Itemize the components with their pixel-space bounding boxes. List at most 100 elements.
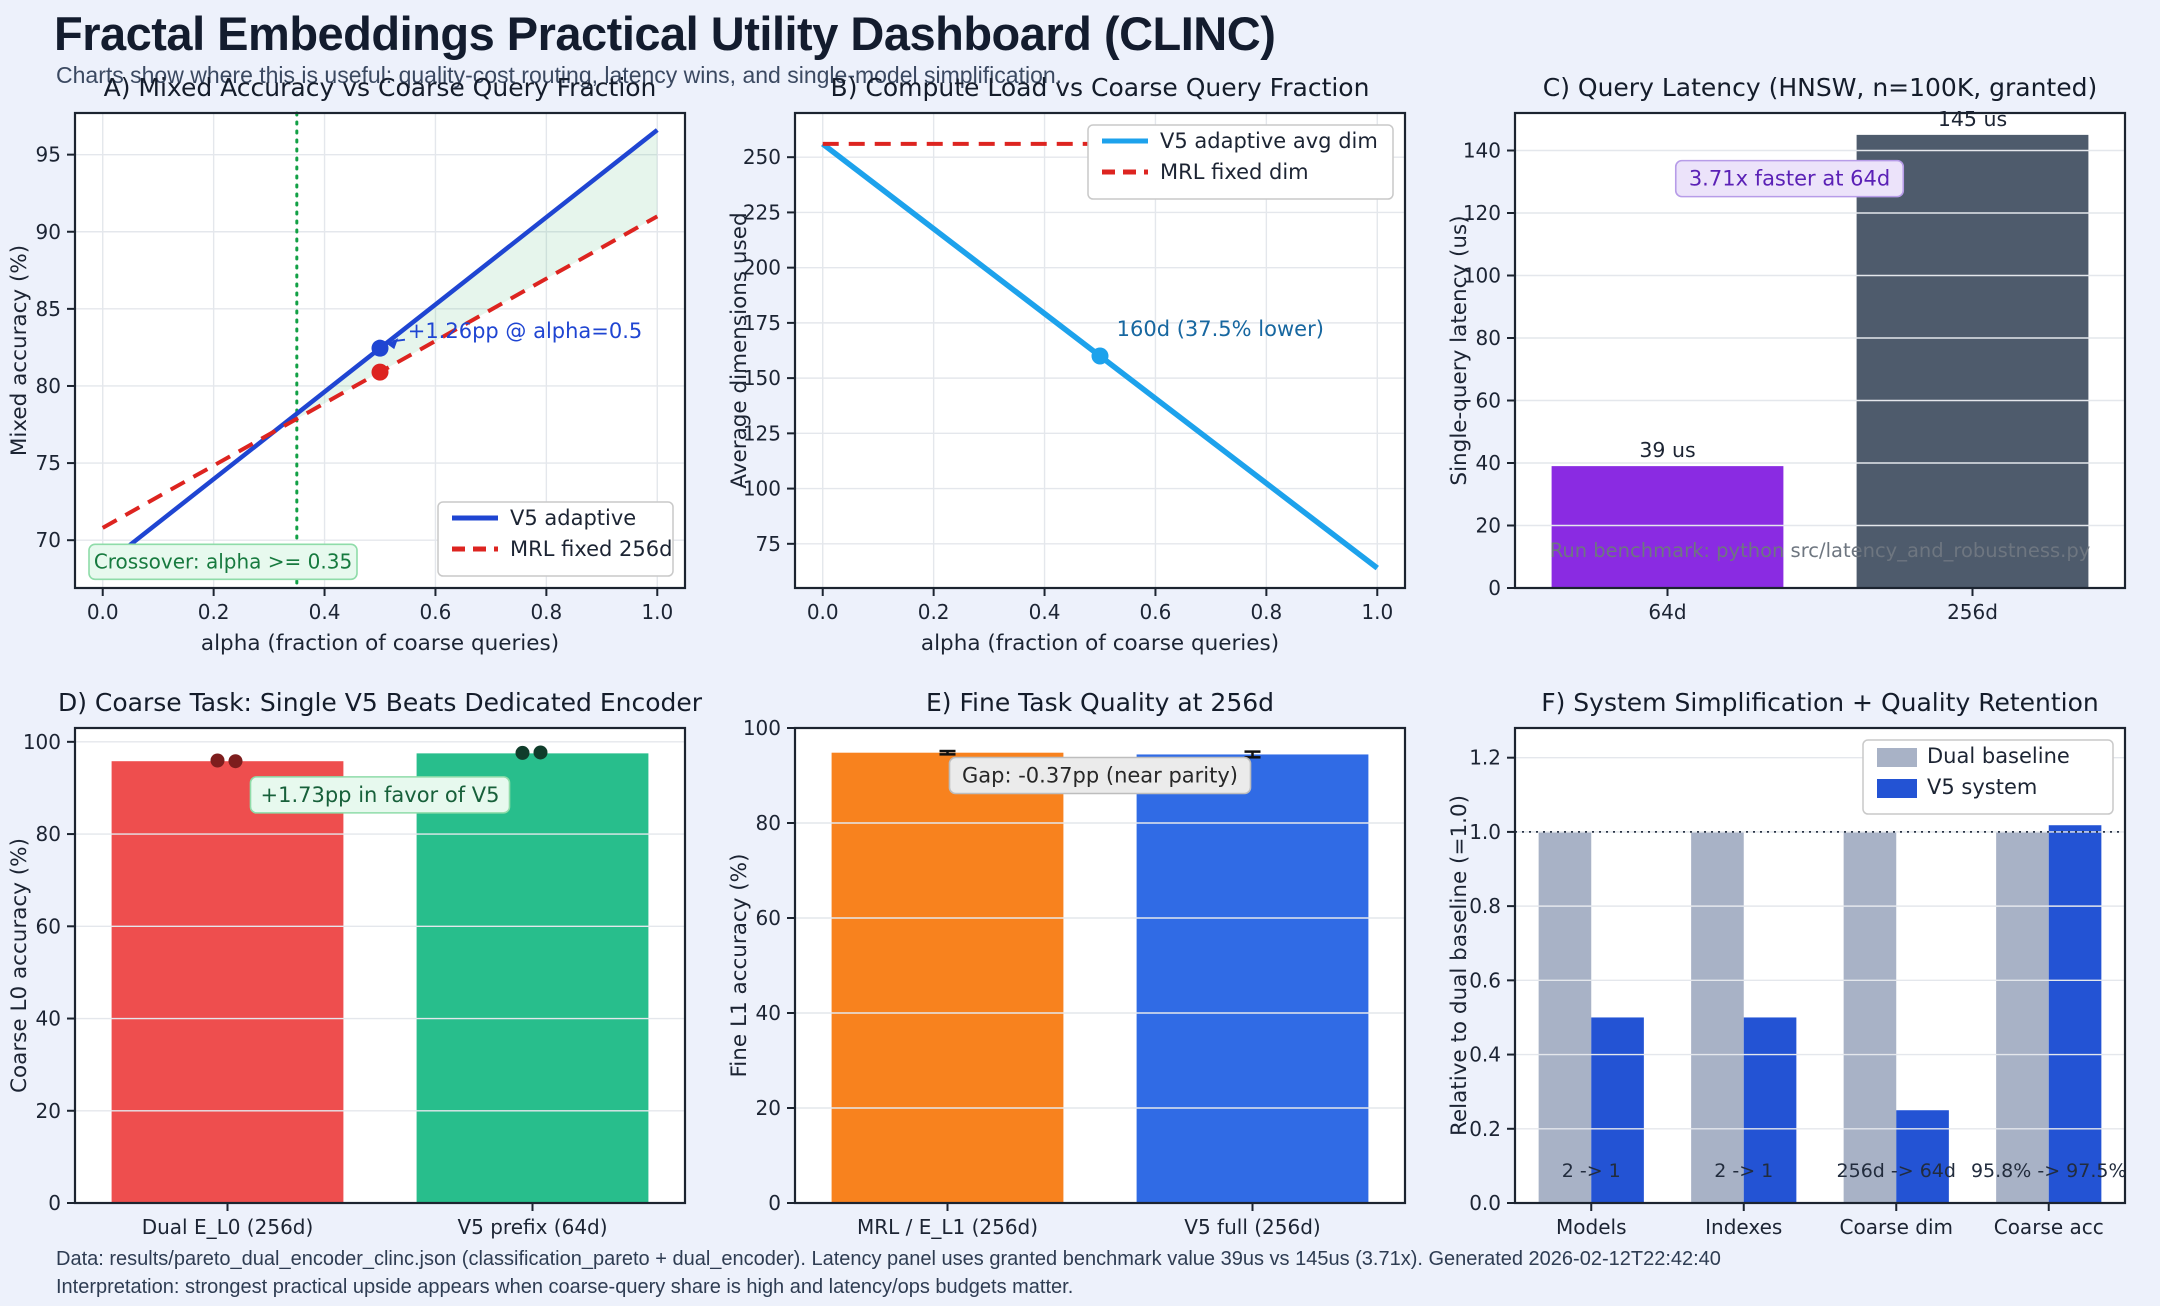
- plot-frame: [73, 726, 687, 1205]
- x-tick-label: 0.0: [807, 600, 839, 624]
- y-tick-label: 40: [1476, 451, 1501, 475]
- plot-frame: [1513, 726, 2127, 1205]
- annotation-text: +1.73pp in favor of V5: [261, 783, 500, 807]
- bar-indexes-v5: [1743, 1017, 1797, 1203]
- y-tick-label: 150: [743, 366, 781, 390]
- x-axis-label: alpha (fraction of coarse queries): [921, 631, 1279, 656]
- panel-title: C) Query Latency (HNSW, n=100K, granted): [1543, 73, 2098, 102]
- marker-point: [371, 339, 389, 357]
- x-axis: MRL / E_L1 (256d) V5 full (256d): [857, 1203, 1321, 1239]
- in-bar-label: 95.8% -> 97.5%: [1971, 1160, 2127, 1182]
- gap-annotation: +1.26pp @ alpha=0.5: [408, 319, 643, 343]
- chart-query-latency: C) Query Latency (HNSW, n=100K, granted)…: [1447, 73, 2127, 624]
- y-tick-label: 100: [23, 730, 61, 754]
- annotation-box: [249, 776, 511, 814]
- y-axis-label: Coarse L0 accuracy (%): [7, 838, 32, 1093]
- annotation-text: 3.71x faster at 64d: [1689, 167, 1890, 191]
- y-tick-label: 80: [36, 374, 61, 398]
- legend-label: MRL fixed dim: [1160, 160, 1309, 184]
- bar-value-label: 145 us: [1938, 107, 2007, 131]
- y-tick-label: 0: [768, 1191, 781, 1215]
- footer-data-note: Data: results/pareto_dual_encoder_clinc.…: [56, 1248, 1721, 1270]
- bar-indexes-baseline: [1691, 831, 1744, 1203]
- legend-label: Dual baseline: [1927, 744, 2070, 768]
- bar-coarse-dim-baseline: [1843, 831, 1897, 1203]
- y-tick-label: 250: [743, 145, 781, 169]
- bar-v5-prefix-64d-: [416, 753, 649, 1203]
- bar-mrl-e-l1-256d-: [831, 752, 1064, 1203]
- x-tick-label: Coarse acc: [1994, 1215, 2104, 1239]
- plot-frame: [793, 111, 1407, 590]
- grid: [75, 741, 685, 1112]
- legend-label: V5 adaptive: [510, 506, 636, 530]
- x-tick-label: 0.6: [1140, 600, 1172, 624]
- scatter-dot: [515, 745, 530, 760]
- y-tick-label: 20: [756, 1096, 781, 1120]
- legend-swatch: [1877, 748, 1917, 767]
- y-tick-label: 20: [1476, 514, 1501, 538]
- x-tick-label: 0.8: [530, 600, 562, 624]
- scatter-dot: [210, 753, 225, 768]
- y-axis-label: Mixed accuracy (%): [7, 245, 32, 456]
- y-tick-label: 175: [743, 311, 781, 335]
- y-tick-label: 75: [756, 532, 781, 556]
- y-tick-label: 80: [756, 811, 781, 835]
- y-axis: 75 100 125 150 175 200 225 250: [743, 145, 795, 556]
- y-tick-label: 85: [36, 297, 61, 321]
- bar-256d: [1856, 134, 2089, 588]
- y-tick-label: 90: [36, 220, 61, 244]
- x-tick-label: 0.2: [918, 600, 950, 624]
- panel-title: D) Coarse Task: Single V5 Beats Dedicate…: [58, 688, 703, 717]
- y-tick-label: 70: [36, 528, 61, 552]
- in-bar-label: 2 -> 1: [1714, 1160, 1773, 1182]
- y-axis: 0.0 0.2 0.4 0.6 0.8 1.0 1.2: [1469, 746, 1515, 1215]
- footer-interpretation: Interpretation: strongest practical upsi…: [56, 1276, 1074, 1298]
- x-tick-label: 0.8: [1250, 600, 1282, 624]
- x-axis: 0.0 0.2 0.4 0.6 0.8 1.0: [807, 588, 1393, 624]
- annotation-arrowhead: [387, 338, 399, 350]
- y-tick-label: 20: [36, 1099, 61, 1123]
- y-tick-label: 0.4: [1469, 1043, 1501, 1067]
- bar-coarse-acc-v5: [2048, 825, 2102, 1203]
- y-axis-label: Fine L1 accuracy (%): [727, 854, 752, 1078]
- y-tick-label: 0: [48, 1191, 61, 1215]
- y-tick-label: 60: [36, 914, 61, 938]
- y-tick-label: 95: [36, 143, 61, 167]
- y-tick-label: 40: [756, 1001, 781, 1025]
- x-tick-label: 64d: [1648, 600, 1686, 624]
- y-axis-label: Single-query latency (us): [1447, 215, 1472, 485]
- x-tick-label: 0.6: [420, 600, 452, 624]
- x-tick-label: Dual E_L0 (256d): [142, 1215, 314, 1239]
- chart-coarse-task: D) Coarse Task: Single V5 Beats Dedicate…: [7, 688, 703, 1239]
- annotation-text: Crossover: alpha >= 0.35: [94, 549, 352, 573]
- annotation-box: [88, 543, 358, 581]
- y-tick-label: 225: [743, 200, 781, 224]
- bar-models-v5: [1591, 1017, 1644, 1203]
- y-tick-label: 60: [756, 906, 781, 930]
- panel-title: F) System Simplification + Quality Reten…: [1541, 688, 2099, 717]
- y-axis: 0 20 40 60 80 100: [743, 716, 795, 1215]
- annotation-text: Gap: -0.37pp (near parity): [962, 763, 1238, 787]
- y-tick-label: 100: [743, 477, 781, 501]
- y-axis-label: Average dimensions used: [727, 212, 752, 488]
- bar-value-label: 39 us: [1639, 438, 1695, 462]
- y-tick-label: 80: [1476, 326, 1501, 350]
- scatter-dot: [533, 745, 548, 760]
- bar-coarse-acc-baseline: [1996, 831, 2049, 1203]
- y-tick-label: 0.6: [1469, 968, 1501, 992]
- y-axis: 0 20 40 60 80 100: [23, 730, 75, 1215]
- y-axis: 0 20 40 60 80 100 120 140: [1463, 139, 1515, 600]
- legend-box: [1862, 739, 2114, 815]
- x-axis: Models Indexes Coarse dim Coarse acc: [1556, 1203, 2104, 1239]
- y-tick-label: 1.2: [1469, 746, 1501, 770]
- legend-label: V5 adaptive avg dim: [1160, 129, 1378, 153]
- scatter-dot: [228, 754, 243, 769]
- page-subtitle: Charts show where this is useful: qualit…: [56, 62, 1063, 88]
- chart-system-simplification: F) System Simplification + Quality Reten…: [1447, 688, 2127, 1239]
- x-tick-label: V5 full (256d): [1184, 1215, 1320, 1239]
- y-tick-label: 125: [743, 421, 781, 445]
- x-tick-label: 1.0: [641, 600, 673, 624]
- panel-title: E) Fine Task Quality at 256d: [926, 688, 1274, 717]
- x-axis: 64d 256d: [1648, 588, 1998, 624]
- bar-models-baseline: [1538, 831, 1592, 1203]
